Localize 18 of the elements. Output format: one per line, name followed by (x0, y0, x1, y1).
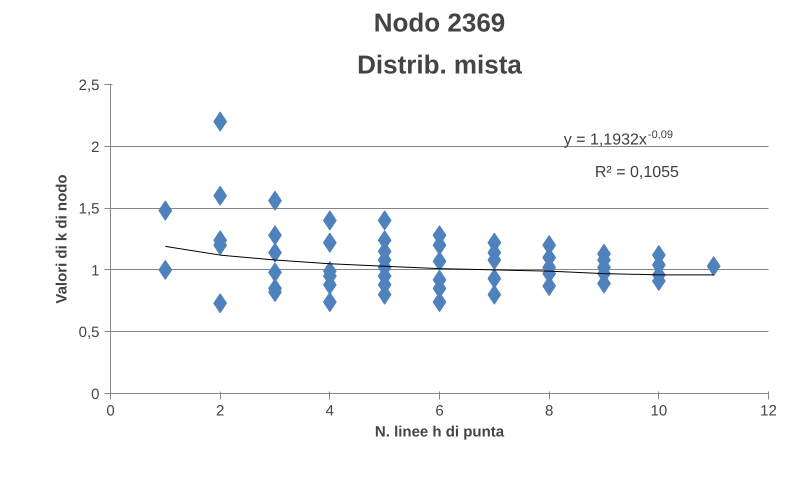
annotation: R² = 0,1055 (594, 164, 680, 181)
y-tick-label: 2 (91, 138, 100, 156)
chart-subtitle: Distrib. mista (357, 50, 522, 80)
x-tick-label: 8 (544, 402, 554, 420)
x-axis-title: N. linee h di punta (374, 424, 505, 440)
x-tick-label: 6 (435, 402, 444, 420)
y-tick-label: 1,5 (78, 200, 100, 218)
x-tick-label: 0 (106, 402, 115, 420)
y-tick-label: 1 (91, 262, 100, 280)
x-tick-label: 2 (216, 402, 224, 420)
x-tick-label: 4 (326, 402, 334, 420)
chart-title: Nodo 2369 (374, 8, 506, 38)
x-tick-label: 10 (650, 402, 668, 420)
y-tick-label: 2,5 (78, 77, 100, 94)
y-tick-label: 0 (91, 386, 100, 403)
y-axis-title: Valori di k di nodo (54, 174, 71, 304)
x-tick-label: 12 (760, 402, 777, 420)
y-tick-label: 0,5 (78, 324, 100, 342)
